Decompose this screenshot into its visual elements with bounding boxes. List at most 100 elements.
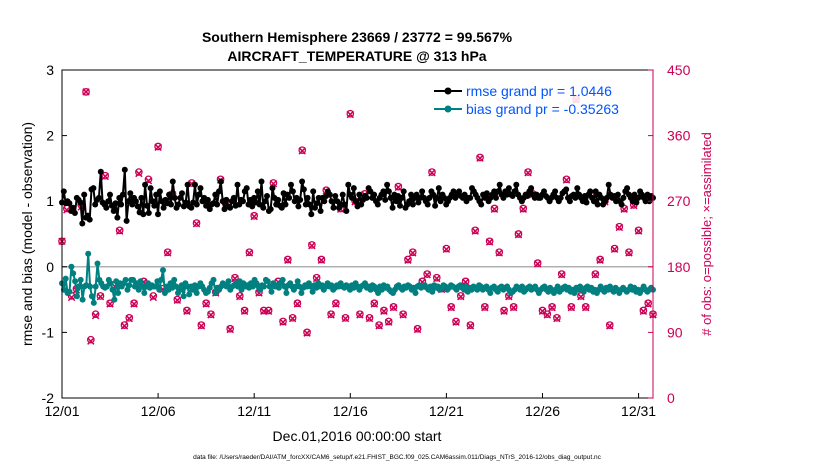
rmse-point: [269, 185, 276, 192]
rmse-point: [297, 196, 304, 203]
rmse-point: [144, 202, 150, 209]
obs-assimilated-point: [375, 322, 383, 330]
rmse-point: [70, 204, 77, 211]
obs-assimilated-point: [606, 322, 614, 330]
obs-possible-point: [202, 299, 210, 308]
obs-possible-point: [317, 255, 326, 264]
obs-assimilated-point: [264, 307, 273, 315]
rmse-point: [633, 199, 640, 206]
obs-possible-point: [346, 109, 355, 118]
obs-possible-point: [288, 313, 297, 322]
obs-possible-point: [106, 299, 114, 308]
rmse-point: [234, 181, 241, 188]
rmse-point: [467, 194, 474, 201]
obs-assimilated-point: [202, 300, 210, 308]
bias-point: [180, 293, 187, 300]
obs-assimilated-point: [226, 325, 234, 334]
obs-assimilated-point: [582, 303, 590, 312]
bias-point: [124, 286, 131, 293]
obs-assimilated-point: [341, 314, 350, 323]
obs-assimilated-point: [442, 245, 451, 254]
bias-point: [160, 267, 166, 274]
obs-assimilated-point: [524, 169, 532, 177]
obs-assimilated-point: [332, 300, 340, 308]
rmse-point: [339, 191, 346, 198]
obs-possible-point: [562, 175, 571, 184]
obs-assimilated-point: [634, 227, 643, 235]
rmse-point: [81, 191, 88, 198]
obs-possible-point: [456, 292, 465, 300]
obs-possible-point: [581, 303, 590, 311]
rmse-point: [118, 201, 125, 208]
obs-assimilated-point: [457, 292, 465, 301]
obs-possible-point: [634, 226, 643, 235]
rmse-point: [160, 204, 167, 211]
bias-point: [193, 290, 200, 296]
rmse-point: [541, 188, 547, 195]
bias-point: [66, 288, 73, 295]
rmse-point: [385, 188, 392, 195]
obs-assimilated-point: [567, 303, 576, 312]
bias-point: [109, 286, 116, 293]
obs-assimilated-point: [197, 322, 206, 330]
left-axis-tick-label: 0: [46, 259, 54, 275]
rmse-point: [432, 202, 439, 209]
obs-assimilated-point: [399, 311, 407, 319]
bias-point: [412, 290, 419, 296]
obs-possible-point: [293, 299, 302, 308]
right-axis-tick-label: 90: [667, 324, 683, 340]
title-line-1: Southern Hemisphere 23669 / 23772 = 99.5…: [202, 29, 513, 45]
left-axis-tick-label: 1: [46, 193, 54, 209]
obs-possible-point: [226, 324, 235, 333]
obs-assimilated-point: [591, 271, 600, 279]
rmse-point: [286, 194, 293, 201]
obs-assimilated-point: [500, 307, 508, 315]
rmse-point: [456, 188, 463, 195]
obs-assimilated-point: [317, 256, 326, 264]
obs-assimilated-point: [389, 303, 398, 312]
rmse-point: [105, 198, 112, 205]
rmse-point: [618, 201, 625, 208]
x-axis-tick-label: 12/21: [429, 403, 464, 419]
obs-possible-point: [327, 310, 335, 319]
obs-assimilated-point: [466, 322, 475, 330]
obs-possible-point: [264, 306, 273, 315]
obs-possible-point: [610, 244, 619, 253]
x-axis-tick-label: 12/11: [237, 403, 271, 419]
rmse-point: [341, 201, 348, 208]
obs-assimilated-point: [557, 271, 566, 279]
rmse-point: [310, 188, 317, 195]
obs-possible-point: [466, 321, 475, 329]
bias-point: [158, 276, 165, 283]
bias-point: [70, 270, 77, 277]
obs-possible-point: [380, 306, 388, 315]
obs-possible-point: [399, 310, 407, 319]
right-axis-tick-label: 0: [667, 390, 675, 406]
obs-assimilated-point: [533, 260, 542, 268]
obs-possible-point: [356, 310, 364, 319]
obs-assimilated-point: [173, 296, 182, 305]
rmse-point: [313, 200, 320, 207]
rmse-point: [496, 181, 503, 188]
bias-point: [94, 260, 101, 267]
rmse-point: [509, 193, 516, 199]
bias-point: [176, 286, 183, 293]
obs-possible-point: [557, 270, 566, 278]
rmse-point: [343, 208, 350, 214]
rmse-point: [563, 186, 570, 193]
rmse-point: [483, 190, 490, 197]
rmse-point: [168, 201, 174, 208]
bias-point: [75, 283, 82, 290]
obs-possible-point: [115, 226, 124, 235]
rmse-point: [587, 188, 594, 195]
obs-possible-point: [596, 255, 604, 264]
bias-point: [171, 276, 178, 283]
legend-bias-label: bias grand pr = -0.35263: [466, 101, 619, 117]
rmse-point: [103, 204, 110, 211]
rmse-point: [66, 200, 73, 207]
obs-possible-point: [163, 248, 172, 257]
rmse-point: [330, 204, 337, 211]
legend-bias-marker: [444, 105, 452, 113]
right-axis-tick-label: 270: [667, 193, 691, 209]
rmse-point: [624, 185, 631, 192]
